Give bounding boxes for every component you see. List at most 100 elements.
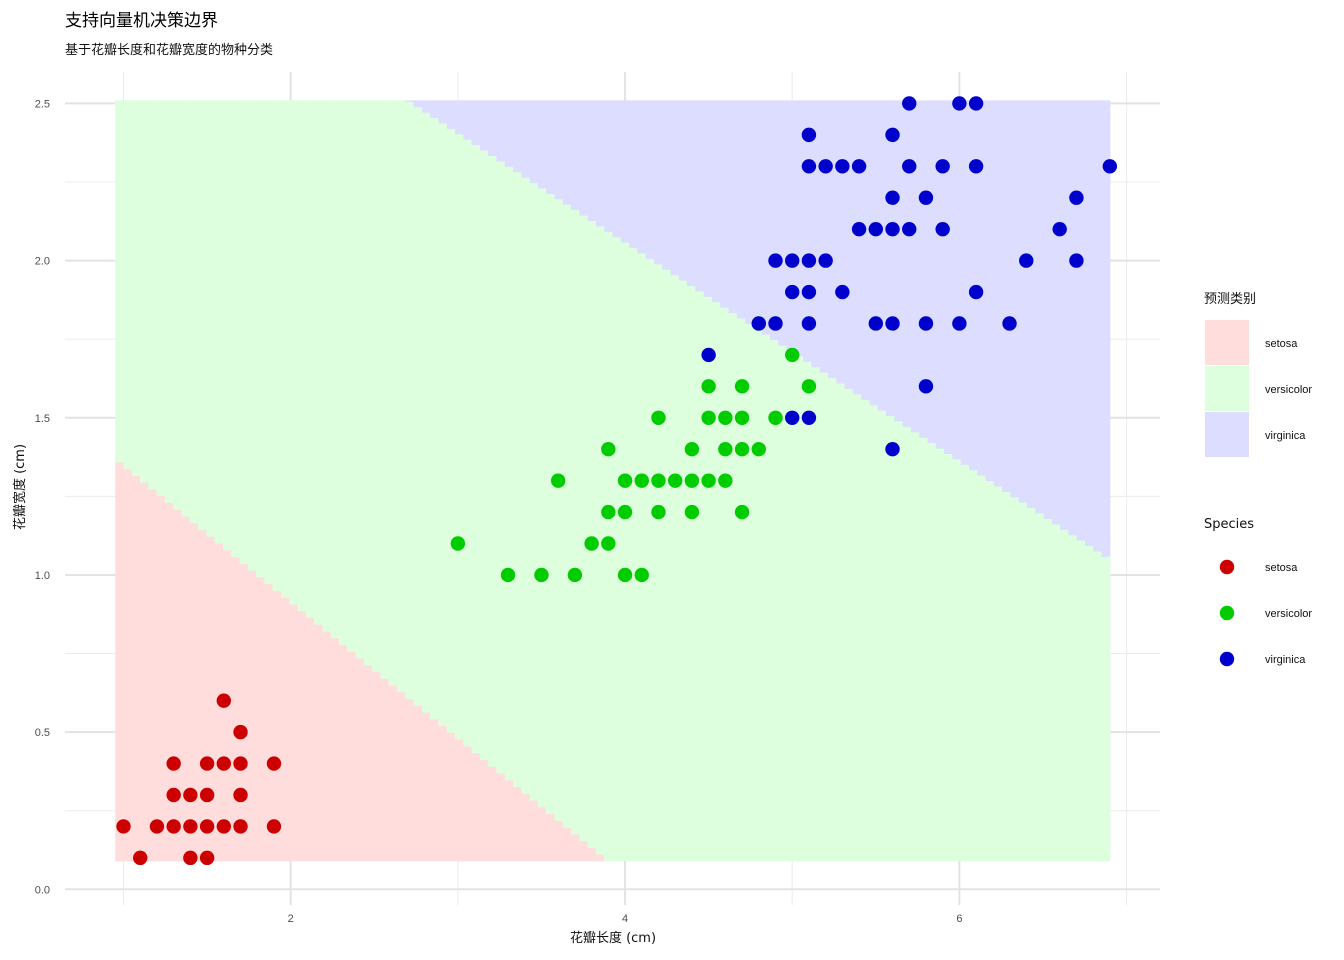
region-cell-versicolor	[637, 253, 647, 862]
point-setosa	[233, 724, 248, 740]
point-versicolor	[701, 410, 716, 425]
region-cell-versicolor	[794, 356, 804, 862]
point-versicolor	[534, 567, 549, 583]
region-cell-virginica	[803, 100, 813, 362]
region-cell-virginica	[1084, 100, 1094, 547]
region-cell-versicolor	[148, 100, 158, 490]
region-cell-setosa	[363, 664, 373, 862]
region-cell-versicolor	[935, 448, 945, 862]
region-cell-setosa	[562, 827, 572, 862]
point-virginica	[818, 253, 833, 268]
region-cell-setosa	[148, 489, 158, 862]
point-versicolor	[651, 473, 666, 488]
region-cell-versicolor	[140, 100, 149, 483]
region-cell-virginica	[587, 100, 597, 222]
region-cell-versicolor	[272, 100, 282, 591]
region-cell-setosa	[595, 854, 605, 862]
x-axis-title: 花瓣长度 (cm)	[570, 930, 656, 946]
region-cell-versicolor	[471, 144, 481, 754]
region-cell-virginica	[1043, 100, 1053, 519]
point-versicolor	[718, 473, 733, 488]
y-tick-label: 2.0	[35, 256, 50, 268]
region-cell-versicolor	[513, 171, 522, 788]
region-cell-versicolor	[123, 100, 133, 470]
region-cell-virginica	[1018, 100, 1028, 503]
fill-legend-label: virginica	[1265, 430, 1306, 442]
point-virginica	[952, 96, 967, 111]
fill-legend-key-setosa	[1205, 320, 1249, 365]
point-setosa	[216, 819, 232, 834]
region-cell-virginica	[521, 100, 531, 178]
point-virginica	[868, 221, 884, 237]
point-virginica	[935, 159, 950, 174]
fill-legend-label: setosa	[1265, 338, 1298, 350]
point-versicolor	[617, 473, 633, 488]
region-cell-virginica	[811, 100, 821, 368]
region-cell-setosa	[256, 576, 265, 862]
point-versicolor	[550, 473, 566, 488]
region-cell-setosa	[579, 840, 589, 862]
region-cell-virginica	[869, 100, 879, 406]
region-cell-virginica	[910, 100, 920, 433]
region-cell-versicolor	[587, 220, 597, 848]
region-cell-virginica	[720, 100, 730, 308]
point-versicolor	[684, 504, 700, 520]
region-cell-versicolor	[405, 101, 415, 700]
region-cell-versicolor	[761, 334, 771, 862]
region-cell-versicolor	[977, 475, 987, 862]
region-cell-virginica	[653, 100, 663, 265]
region-cell-virginica	[662, 100, 672, 270]
region-cell-versicolor	[289, 100, 299, 605]
region-cell-versicolor	[131, 100, 141, 476]
region-cell-versicolor	[968, 469, 978, 862]
point-setosa	[199, 787, 215, 803]
region-cell-versicolor	[156, 100, 166, 497]
region-cell-virginica	[579, 100, 589, 216]
point-virginica	[935, 221, 950, 237]
region-cell-virginica	[952, 100, 962, 460]
region-cell-versicolor	[239, 100, 249, 564]
region-cell-versicolor	[546, 193, 556, 815]
region-cell-virginica	[736, 100, 746, 319]
region-cell-setosa	[446, 732, 456, 862]
region-cell-versicolor	[198, 100, 207, 531]
point-setosa	[216, 693, 232, 708]
region-cell-setosa	[405, 698, 415, 862]
region-cell-versicolor	[173, 100, 183, 510]
point-virginica	[1069, 253, 1084, 268]
region-cell-versicolor	[786, 350, 796, 862]
region-cell-virginica	[645, 100, 655, 259]
region-cell-versicolor	[529, 182, 539, 801]
region-cell-setosa	[338, 644, 348, 862]
region-cell-virginica	[612, 100, 622, 238]
region-cell-versicolor	[1010, 496, 1020, 862]
region-cell-versicolor	[314, 100, 323, 625]
point-virginica	[818, 159, 833, 174]
region-cell-virginica	[711, 100, 721, 303]
point-legend-key-versicolor	[1219, 605, 1235, 621]
y-tick-label: 1.5	[35, 413, 50, 425]
point-virginica	[968, 284, 984, 300]
region-cell-virginica	[960, 100, 970, 465]
point-virginica	[902, 96, 917, 111]
point-virginica	[968, 159, 984, 174]
point-virginica	[701, 347, 716, 363]
point-virginica	[751, 316, 766, 331]
point-virginica	[902, 159, 917, 174]
region-cell-versicolor	[803, 361, 813, 862]
point-virginica	[785, 284, 800, 300]
point-versicolor	[567, 567, 583, 583]
region-cell-setosa	[198, 529, 207, 862]
region-cell-versicolor	[488, 155, 498, 767]
region-cell-setosa	[521, 793, 531, 862]
region-cell-virginica	[537, 100, 547, 189]
point-versicolor	[584, 536, 599, 551]
region-cell-versicolor	[1060, 529, 1070, 862]
point-versicolor	[701, 473, 716, 488]
region-cell-virginica	[1010, 100, 1020, 498]
region-cell-setosa	[347, 651, 357, 862]
region-cell-versicolor	[579, 215, 589, 842]
point-versicolor	[701, 379, 716, 394]
point-versicolor	[734, 410, 750, 425]
point-versicolor	[667, 473, 683, 488]
